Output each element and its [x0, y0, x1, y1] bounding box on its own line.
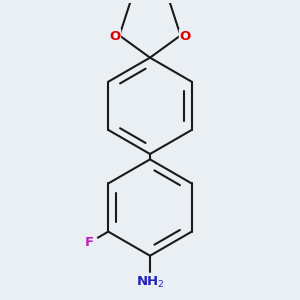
- Text: F: F: [85, 236, 94, 249]
- Text: NH$_2$: NH$_2$: [136, 275, 164, 290]
- Text: O: O: [180, 30, 191, 43]
- Text: O: O: [109, 30, 120, 43]
